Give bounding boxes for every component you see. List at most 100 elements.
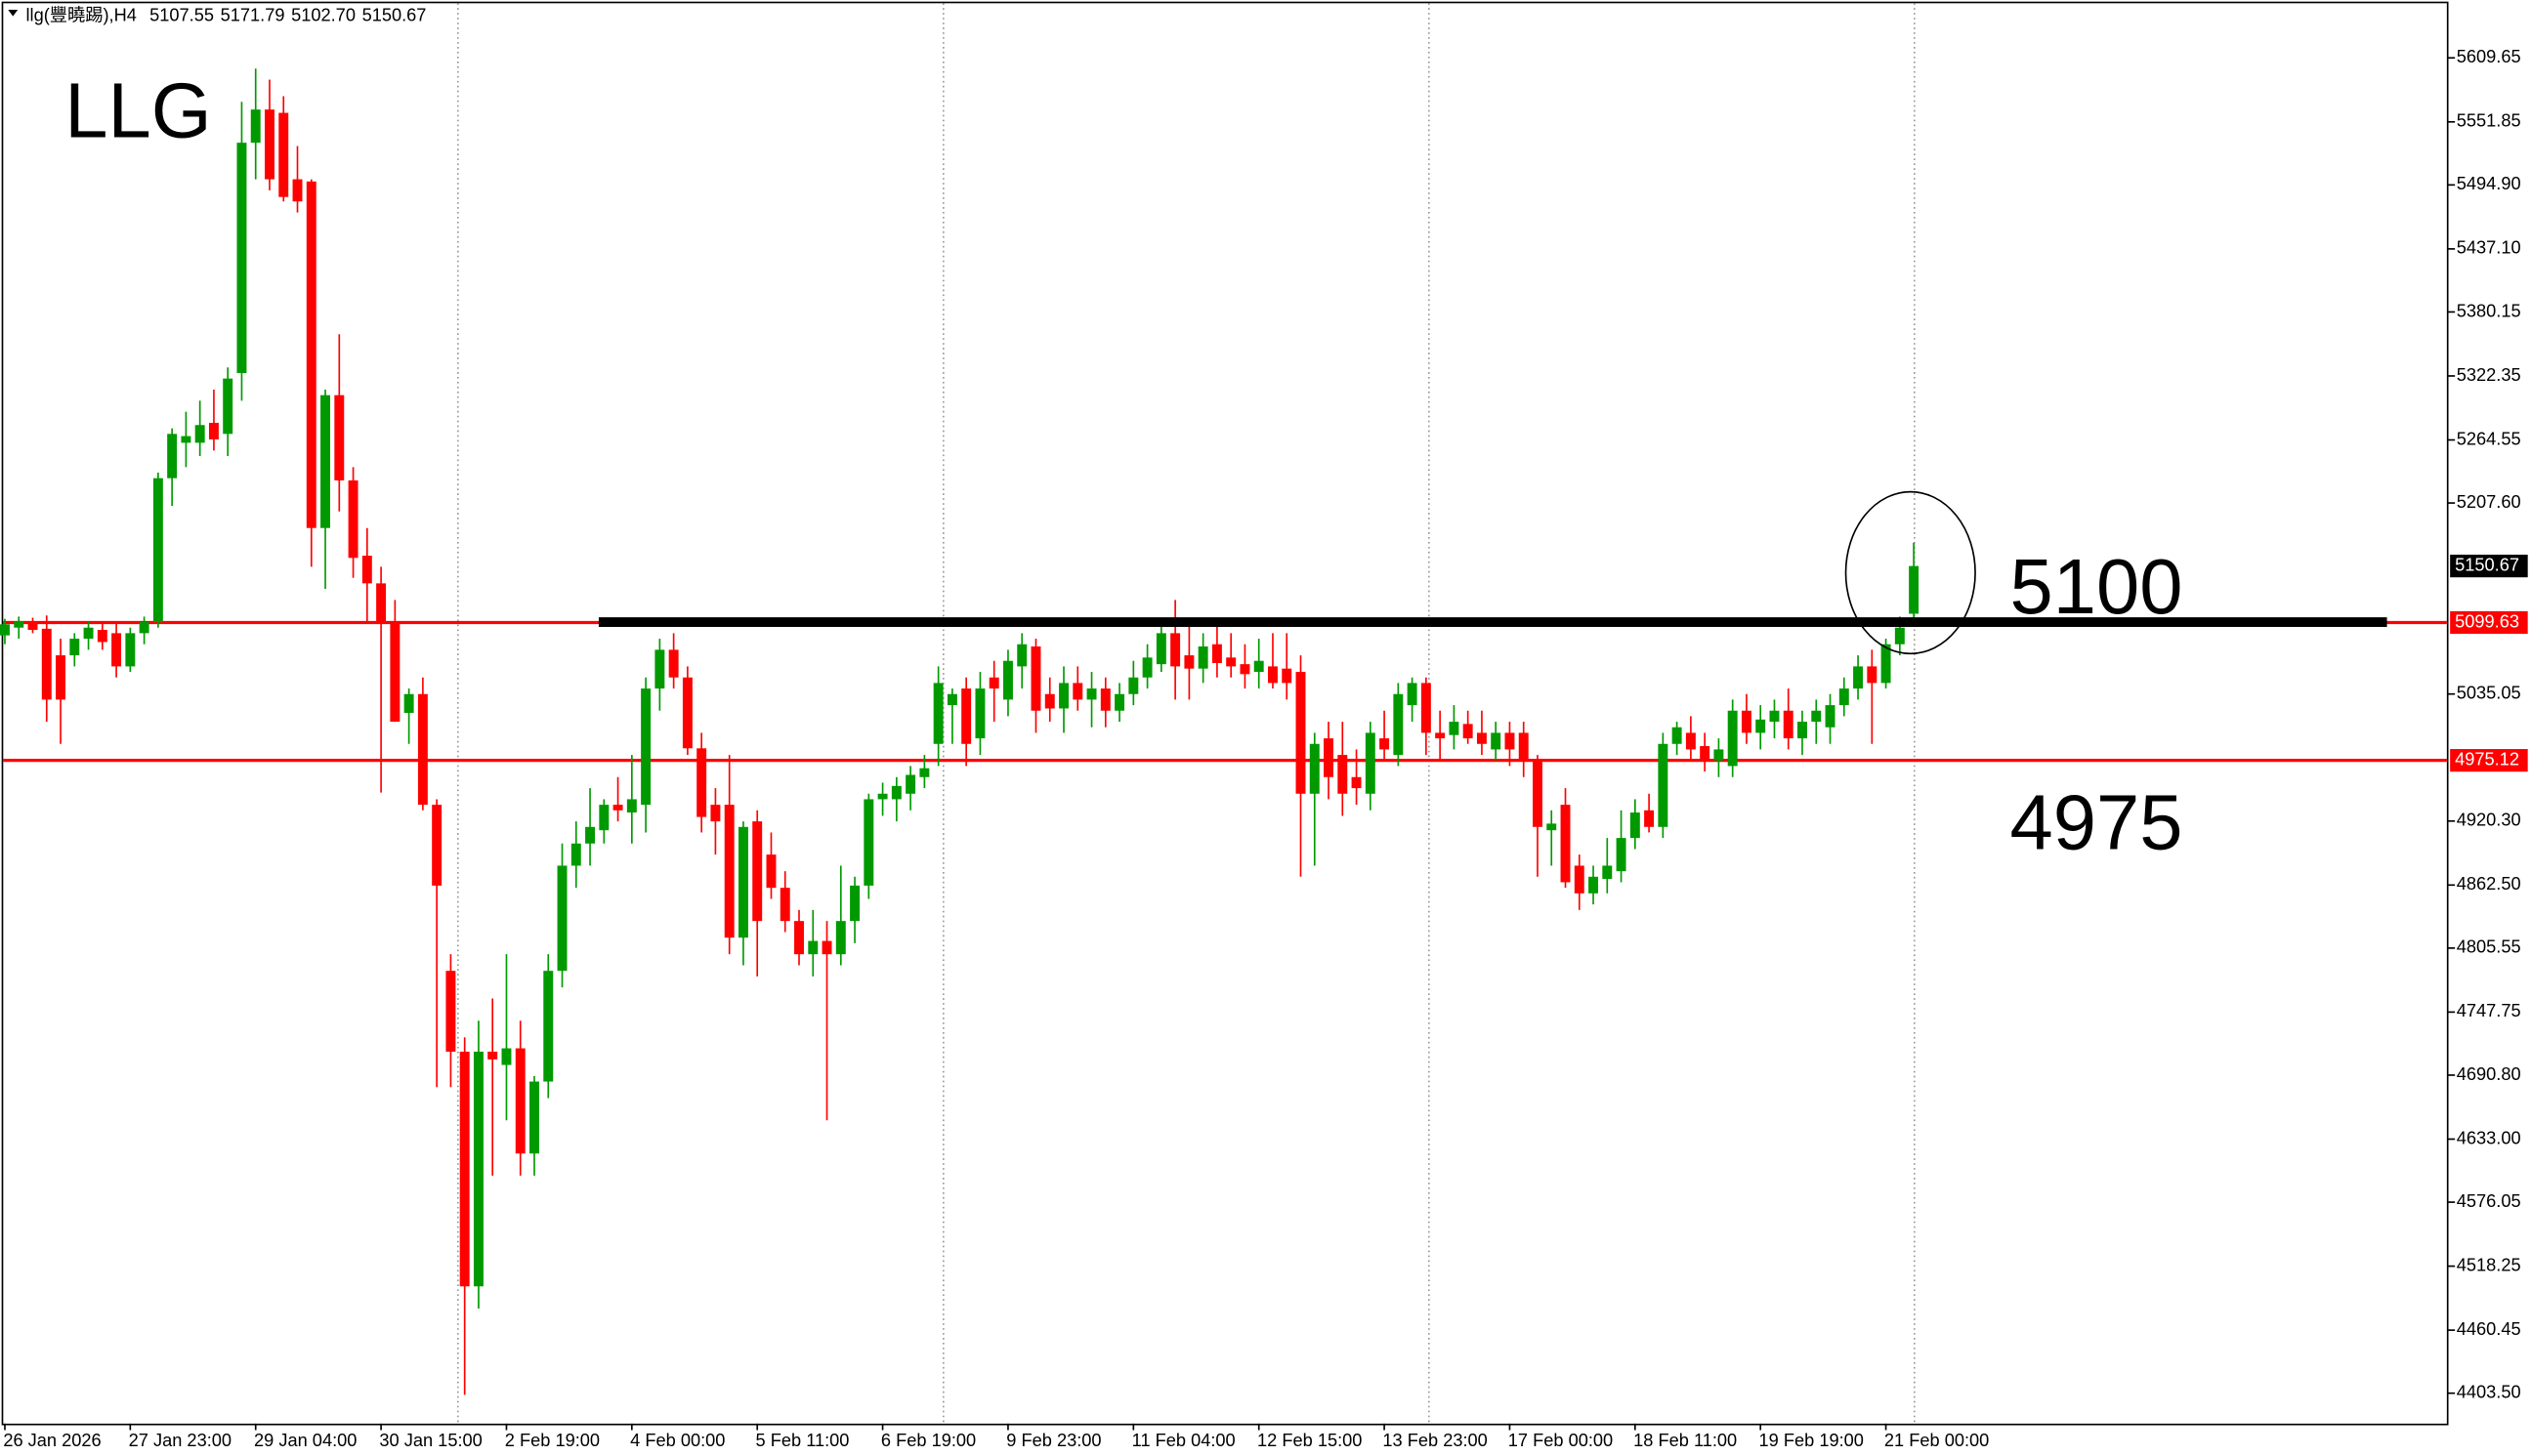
candle-body [1476,732,1487,744]
candle-body [1211,644,1222,664]
candle-body [1449,722,1459,735]
candle-body [69,639,80,656]
candle-body [376,583,387,623]
y-tick-label: 5207.60 [2457,492,2521,512]
candle-body [696,748,707,817]
candle-body [334,395,345,480]
candle-body [891,785,902,800]
candle-body [1658,743,1668,827]
candle-body [1671,727,1682,744]
candle-body [1825,705,1835,728]
x-tick-label: 4 Feb 00:00 [630,1431,725,1450]
candle-body [1838,688,1849,706]
candle-body [432,805,443,886]
candle-body [14,620,24,628]
candle-body [1100,688,1111,711]
candle-body [1365,732,1375,794]
candle-body [1044,693,1055,709]
candle-body [417,693,428,806]
candle-body [1755,719,1766,733]
candle-body [236,143,247,373]
level-box [2450,749,2528,772]
candle-body [1504,732,1515,750]
candle-body [111,633,122,667]
y-tick-label: 5322.35 [2457,365,2521,385]
candle-body [1142,657,1153,678]
candle-body [1588,876,1599,894]
x-tick-label: 27 Jan 23:00 [129,1431,232,1450]
candle-body [459,1051,470,1287]
candle-body [1115,693,1125,711]
candle-body [1184,655,1195,669]
x-tick-label: 29 Jan 04:00 [254,1431,357,1450]
x-tick-label: 30 Jan 15:00 [379,1431,482,1450]
x-tick-label: 2 Feb 19:00 [505,1431,600,1450]
candle-body [1282,668,1292,684]
candle-body [1337,755,1348,794]
plot-frame [1,1,2449,1426]
candle-body [167,434,178,478]
candle-body [194,425,205,443]
candle-body [1880,644,1891,684]
candle-body [1853,666,1864,689]
candle-body [445,971,456,1052]
candle-body [1574,865,1584,894]
candle-body [152,478,163,623]
candle-body [682,677,693,749]
candle-body [1253,660,1264,673]
candle-body [1295,672,1306,794]
candle-body [947,693,957,706]
candle-body [1002,660,1013,700]
chart-title: LLG [64,66,211,153]
candle-body [1198,646,1208,669]
candle-body [1644,810,1655,827]
candle-body [41,628,52,700]
candle-body [975,688,986,739]
candle-body [265,109,274,180]
candle-body [83,627,94,640]
x-tick-label: 5 Feb 11:00 [756,1431,850,1450]
candle-body [1685,732,1696,750]
candle-body [27,622,38,630]
candle-body [1616,838,1626,872]
candle-body [710,805,721,822]
candle-body [1393,693,1404,756]
candle-body [278,112,289,197]
y-tick-label: 4518.25 [2457,1255,2521,1274]
candle-body [752,821,763,922]
candle-body [1128,677,1139,694]
candle-body [808,940,819,955]
candle-body [1769,710,1780,723]
candle-body [125,633,136,667]
candle-body [961,688,972,744]
header-symbol: llg(豐曉踢),H4 [26,5,137,24]
candle-body [612,805,623,811]
candle-body [1797,722,1807,739]
header-ohlc: 5171.79 [221,5,285,24]
candle-body [835,921,846,955]
candle-body [1240,664,1250,675]
candle-body [933,683,944,744]
candle-body [794,921,804,955]
candle-body [1546,823,1557,831]
candle-body [557,865,568,972]
candle-body [1491,732,1501,750]
candle-body [850,885,861,922]
level-label: 5099.63 [2455,611,2519,631]
candle-body [724,805,735,938]
candle-body [738,826,748,938]
y-tick-label: 4690.80 [2457,1064,2521,1084]
candle-body [1909,565,1919,614]
candle-body [1086,688,1097,700]
candle-body [1420,683,1431,733]
candle-body [487,1051,498,1060]
candle-body [1811,710,1822,723]
y-tick-label: 4460.45 [2457,1319,2521,1339]
candle-body [626,799,637,813]
candle-body [1059,683,1069,709]
candle-body [348,479,359,559]
candle-body [1379,738,1390,750]
x-tick-label: 19 Feb 19:00 [1759,1431,1864,1450]
y-tick-label: 4633.00 [2457,1128,2521,1147]
x-tick-label: 9 Feb 23:00 [1006,1431,1101,1450]
